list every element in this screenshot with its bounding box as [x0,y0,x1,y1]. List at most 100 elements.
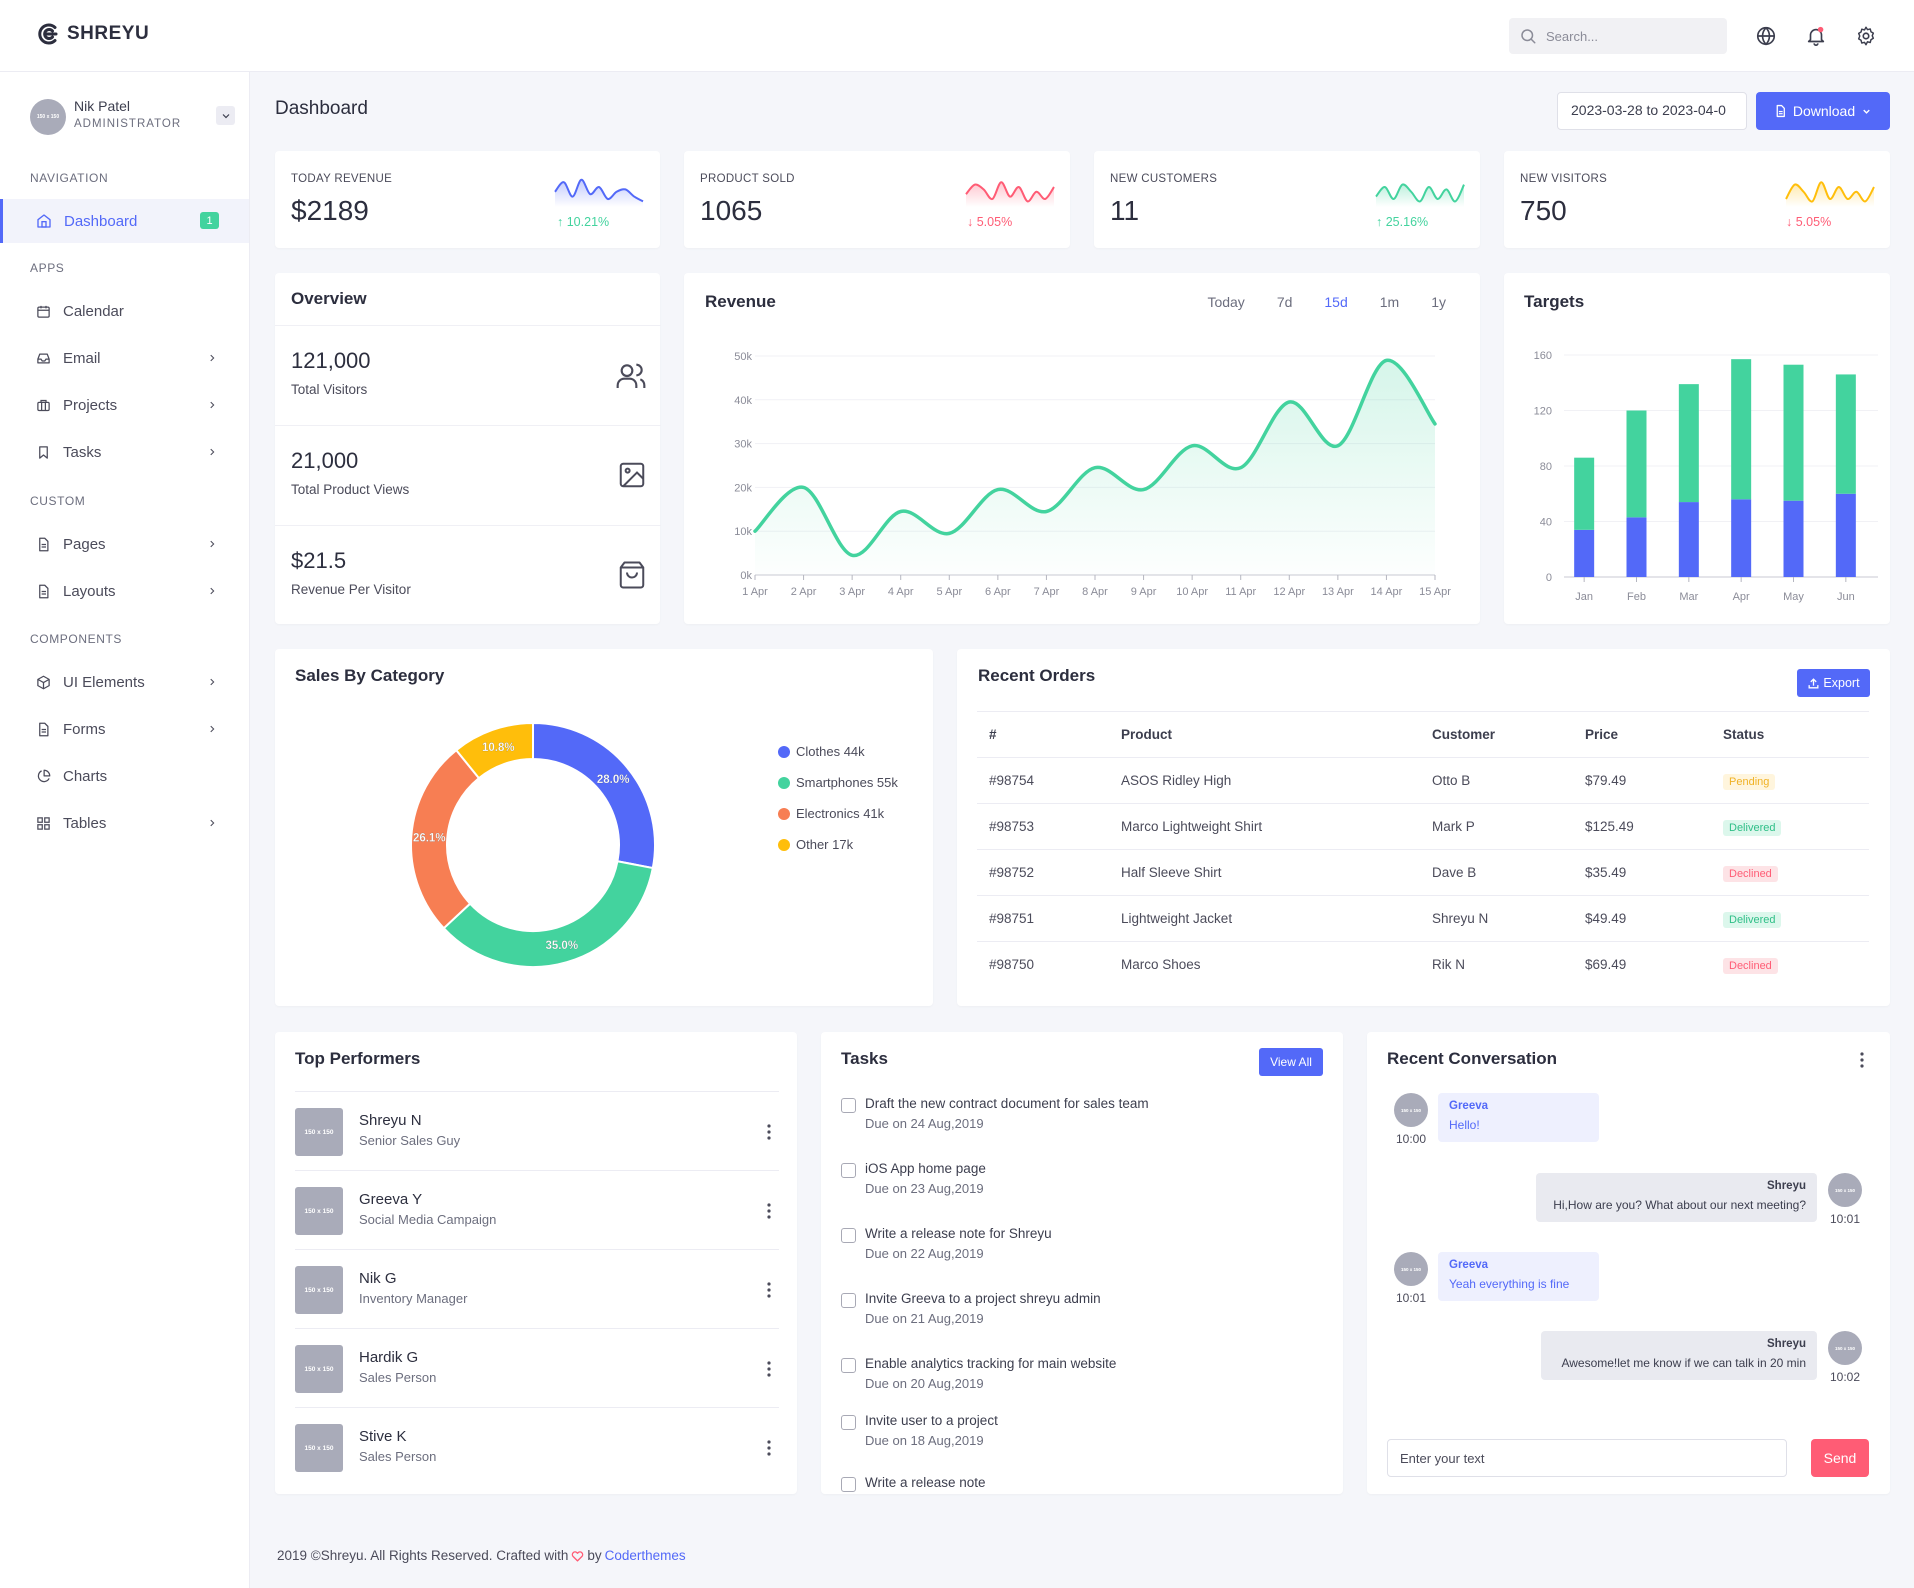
more-vertical-icon[interactable] [767,1361,771,1377]
task-checkbox[interactable] [841,1415,856,1430]
task-title: Invite Greeva to a project shreyu admin [865,1291,1101,1306]
sidebar-item-calendar[interactable]: Calendar [0,289,249,333]
column-header: # [977,711,1109,758]
footer: 2019 ©Shreyu. All Rights Reserved. Craft… [277,1548,686,1563]
task-checkbox[interactable] [841,1477,856,1492]
legend-item: Smartphones 55k [778,767,898,798]
x-tick-label: Feb [1627,591,1646,603]
task-checkbox[interactable] [841,1098,856,1113]
task-checkbox[interactable] [841,1358,856,1373]
list-item[interactable]: 150 x 150 Shreyu N Senior Sales Guy [295,1091,779,1170]
chat-input[interactable] [1387,1439,1787,1477]
list-item[interactable]: 150 x 150 Greeva Y Social Media Campaign [295,1170,779,1249]
tab-1m[interactable]: 1m [1379,294,1400,310]
more-vertical-icon[interactable] [1860,1052,1864,1068]
sidebar-item-projects[interactable]: Projects [0,383,249,427]
sidebar-item-tables[interactable]: Tables [0,801,249,845]
user-profile[interactable]: 150 x 150 Nik Patel ADMINISTRATOR [30,96,235,135]
inbox-icon [37,353,50,363]
more-vertical-icon[interactable] [767,1203,771,1219]
sidebar-item-charts[interactable]: Charts [0,754,249,798]
user-menu-toggle[interactable] [216,106,235,125]
task-due: Due on 18 Aug,2019 [865,1433,984,1448]
message-text: Yeah everything is fine [1449,1277,1570,1291]
more-vertical-icon[interactable] [767,1440,771,1456]
send-button[interactable]: Send [1811,1439,1869,1477]
donut-slice [454,721,534,780]
order-price: $49.49 [1573,895,1711,942]
sidebar-item-ui-elements[interactable]: UI Elements [0,660,249,704]
sidebar: 150 x 150 Nik Patel ADMINISTRATOR NAVIGA… [0,72,250,1588]
sidebar-item-tasks[interactable]: Tasks [0,430,249,474]
brand-logo[interactable]: SHREYU [36,22,149,46]
task-item: Draft the new contract document for sale… [841,1096,1311,1156]
order-price: $69.49 [1585,957,1627,973]
task-title: iOS App home page [865,1161,986,1176]
sidebar-item-dashboard[interactable]: Dashboard 1 [0,199,249,243]
card-title: Top Performers [295,1049,421,1068]
sidebar-item-forms[interactable]: Forms [0,707,249,751]
sidebar-item-email[interactable]: Email [0,336,249,380]
tab-7d[interactable]: 7d [1276,294,1293,310]
y-tick-label: 120 [1534,406,1552,418]
slice-percent-label: 28.0% [597,774,630,786]
order-id: #98754 [977,757,1109,804]
status-badge: Declined [1723,958,1778,975]
sidebar-item-label: Tables [63,814,107,832]
task-checkbox[interactable] [841,1228,856,1243]
sidebar-item-pages[interactable]: Pages [0,522,249,566]
download-button[interactable]: Download [1756,92,1890,130]
table-row[interactable]: #98751 Lightweight Jacket Shreyu N $49.4… [977,895,1869,942]
globe-icon[interactable] [1755,25,1777,47]
order-id: #98752 [977,849,1109,896]
overview-value: $21.5 [291,548,347,573]
sparkline-line [1785,181,1875,203]
table-row[interactable]: #98753 Marco Lightweight Shirt Mark P $1… [977,803,1869,850]
date-range-picker[interactable]: 2023-03-28 to 2023-04-0 [1557,92,1747,130]
gear-icon[interactable] [1855,25,1877,47]
more-vertical-icon[interactable] [767,1282,771,1298]
card-title: Targets [1524,292,1585,311]
sidebar-item-label: Email [63,349,101,367]
table-row[interactable]: #98752 Half Sleeve Shirt Dave B $35.49 D… [977,849,1869,896]
table-row[interactable]: #98750 Marco Shoes Rik N $69.49 Declined [977,942,1869,988]
sidebar-item-layouts[interactable]: Layouts [0,569,249,613]
x-tick-label: Apr [1733,591,1750,603]
chevron-right-icon [210,540,215,548]
list-item[interactable]: 150 x 150 Stive K Sales Person [295,1407,779,1486]
top-bar: SHREYU [0,0,1914,72]
overview-label: Total Product Views [291,482,410,497]
task-checkbox[interactable] [841,1163,856,1178]
x-tick-label: 10 Apr [1176,586,1208,598]
search-icon [1521,29,1536,44]
sparkline [1785,181,1875,207]
more-vertical-icon[interactable] [767,1124,771,1140]
search-box[interactable] [1509,18,1727,54]
tab-15d[interactable]: 15d [1324,294,1348,310]
y-tick-label: 0 [1546,572,1552,584]
overview-row: 21,000 Total Product Views [275,425,661,525]
footer-link[interactable]: Coderthemes [604,1548,686,1563]
bell-icon[interactable] [1805,25,1827,47]
message-time: 10:01 [1830,1212,1861,1226]
tab-today[interactable]: Today [1207,294,1245,310]
stat-label: TODAY REVENUE [291,173,393,185]
bar [1835,493,1856,577]
package-icon [37,675,50,689]
task-title: Invite user to a project [865,1413,998,1428]
home-icon [37,214,51,228]
tab-1y[interactable]: 1y [1431,294,1446,310]
list-item[interactable]: 150 x 150 Nik G Inventory Manager [295,1249,779,1328]
export-button[interactable]: Export [1797,669,1870,697]
table-row[interactable]: #98754 ASOS Ridley High Otto B $79.49 Pe… [977,757,1869,804]
task-checkbox[interactable] [841,1293,856,1308]
list-item[interactable]: 150 x 150 Hardik G Sales Person [295,1328,779,1407]
search-input[interactable] [1546,28,1706,44]
order-customer: Mark P [1420,803,1573,850]
overview-value: 121,000 [291,348,371,373]
chevron-right-icon [210,587,215,595]
performer-role: Sales Person [359,1370,437,1385]
view-all-button[interactable]: View All [1259,1048,1323,1076]
task-due: Due on 23 Aug,2019 [865,1181,984,1196]
legend-dot [778,807,790,820]
